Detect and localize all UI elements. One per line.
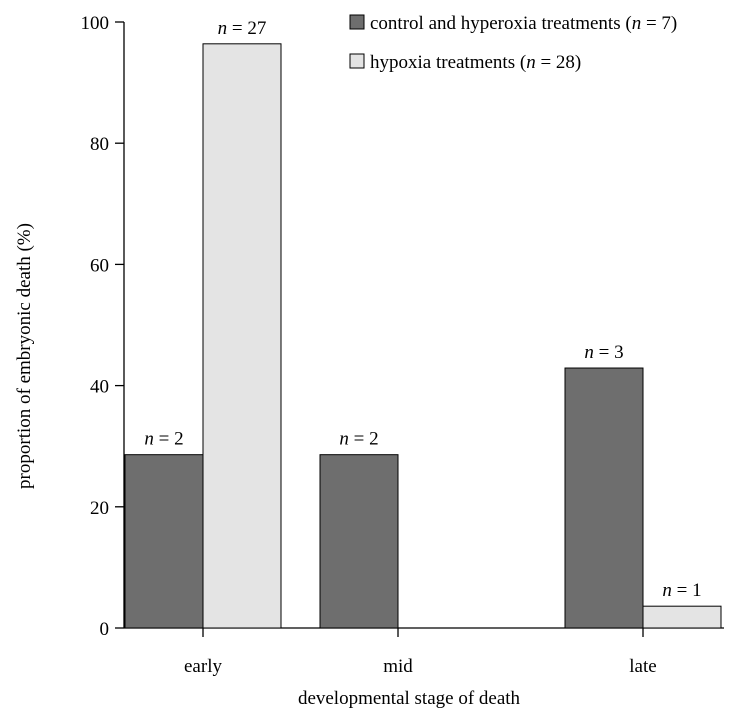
x-tick-label: late xyxy=(629,656,656,677)
y-tick-label: 0 xyxy=(100,619,110,640)
bar-mid-series-1 xyxy=(319,454,399,629)
y-tick-label: 100 xyxy=(81,13,110,34)
legend-swatch xyxy=(349,53,365,69)
bar-count-label: n = 3 xyxy=(584,342,623,363)
y-tick-label: 80 xyxy=(90,134,109,155)
x-axis-title: developmental stage of death xyxy=(298,688,521,709)
y-tick-label: 60 xyxy=(90,255,109,276)
legend-entry: control and hyperoxia treatments (n = 7) xyxy=(370,13,677,34)
bar-early-series-1 xyxy=(124,454,204,629)
y-tick-label: 20 xyxy=(90,498,109,519)
axes: 0 20 40 60 80 100 early mid late xyxy=(81,13,724,677)
bar-late-series-2 xyxy=(642,605,722,629)
y-tick-label: 40 xyxy=(90,377,109,398)
x-tick-label: mid xyxy=(383,656,413,677)
bar-count-label: n = 1 xyxy=(662,580,701,601)
legend-entry: hypoxia treatments (n = 28) xyxy=(370,52,581,73)
legend-swatch xyxy=(349,14,365,30)
x-tick-label: early xyxy=(184,656,222,677)
bar-count-label: n = 2 xyxy=(339,429,378,450)
bar-count-label: n = 27 xyxy=(218,18,267,39)
bars: n = 2 n = 27 n = 2 n = 3 n = 1 xyxy=(124,18,722,629)
bar-count-label: n = 2 xyxy=(144,429,183,450)
bar-late-series-1 xyxy=(564,367,644,629)
y-axis-title: proportion of embryonic death (%) xyxy=(14,223,35,489)
legend: control and hyperoxia treatments (n = 7)… xyxy=(349,13,677,73)
bar-early-series-2 xyxy=(202,43,282,629)
